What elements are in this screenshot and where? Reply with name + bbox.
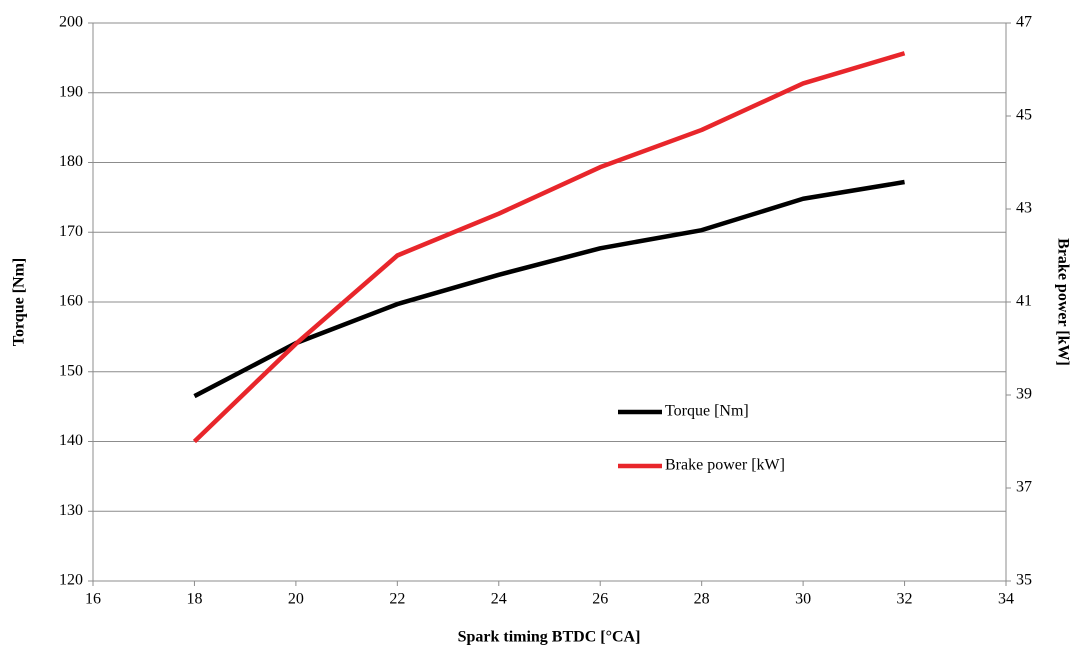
x-tick-label: 20 bbox=[288, 591, 304, 608]
y-tick-label: 160 bbox=[59, 293, 83, 310]
x-tick-label: 28 bbox=[694, 591, 710, 608]
y-tick-label: 170 bbox=[59, 223, 83, 240]
x-tick-label: 24 bbox=[491, 591, 507, 608]
y-tick-label: 130 bbox=[59, 502, 83, 519]
y2-tick-label: 37 bbox=[1016, 479, 1032, 496]
y2-tick-label: 47 bbox=[1016, 14, 1032, 31]
y-tick-label: 150 bbox=[59, 362, 83, 379]
x-tick-label: 30 bbox=[795, 591, 811, 608]
y-tick-label: 140 bbox=[59, 432, 83, 449]
y2-tick-label: 43 bbox=[1016, 200, 1032, 217]
legend-label: Brake power [kW] bbox=[665, 457, 785, 474]
data-line bbox=[193, 179, 905, 399]
y2-tick-label: 41 bbox=[1016, 293, 1032, 310]
y-axis-title: Torque [Nm] bbox=[11, 258, 28, 346]
x-tick-label: 32 bbox=[897, 591, 913, 608]
x-tick-label: 16 bbox=[85, 591, 101, 608]
y-tick-label: 190 bbox=[59, 83, 83, 100]
x-tick-label: 34 bbox=[998, 591, 1014, 608]
y2-tick-label: 35 bbox=[1016, 572, 1032, 589]
y2-tick-label: 45 bbox=[1016, 107, 1032, 124]
y2-axis-title: Brake power [kW] bbox=[1054, 238, 1071, 366]
x-axis-title: Spark timing BTDC [°CA] bbox=[458, 629, 641, 646]
legend-label: Torque [Nm] bbox=[665, 403, 749, 420]
data-line bbox=[192, 51, 906, 444]
y2-tick-label: 39 bbox=[1016, 386, 1032, 403]
x-tick-label: 26 bbox=[592, 591, 608, 608]
x-tick-label: 18 bbox=[186, 591, 202, 608]
x-tick-label: 22 bbox=[389, 591, 405, 608]
y-tick-label: 120 bbox=[59, 572, 83, 589]
y-tick-label: 180 bbox=[59, 153, 83, 170]
y-tick-label: 200 bbox=[59, 14, 83, 31]
